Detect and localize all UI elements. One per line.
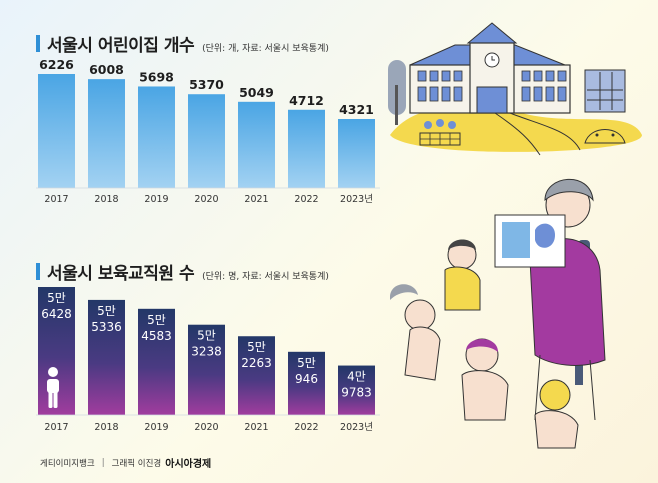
chart2-value-label: 5만 <box>297 356 316 370</box>
footer: 게티이미지뱅크 | 그래픽 이진경 아시아경제 <box>40 455 212 471</box>
chart1-category-label: 2017 <box>44 194 68 205</box>
chart2-value-label: 5만 <box>47 291 66 305</box>
chart2-value-label: 4만 <box>347 370 366 384</box>
chart2-category-label: 2017 <box>44 422 68 433</box>
chart1-bar <box>88 79 125 188</box>
chart1-bar <box>188 94 225 188</box>
chart2-value-label: 2263 <box>241 356 272 370</box>
chart2-value-label: 4583 <box>141 329 172 343</box>
chart2-bar <box>138 308 175 415</box>
person-icon <box>47 367 59 408</box>
chart1-value-label: 5049 <box>239 85 274 100</box>
footer-source: 게티이미지뱅크 <box>40 458 95 469</box>
chart2-category-label: 2020 <box>194 422 218 433</box>
chart2-category-label: 2023년 <box>340 422 373 433</box>
chart1-bar <box>38 74 75 188</box>
chart1-subtitle: (단위: 개, 자료: 서울시 보육통계) <box>202 44 329 54</box>
chart1-category-label: 2019 <box>144 194 168 205</box>
chart1-value-label: 6008 <box>89 62 124 77</box>
title-accent-bar <box>36 263 40 280</box>
chart2-title-block: 서울시 보육교직원 수 (단위: 명, 자료: 서울시 보육통계) <box>36 259 329 284</box>
chart1-category-label: 2020 <box>194 194 218 205</box>
chart2-value-label: 946 <box>295 372 318 386</box>
chart1-category-label: 2022 <box>294 194 318 205</box>
chart2-bar <box>338 365 375 415</box>
chart1-value-label: 4321 <box>339 102 374 117</box>
chart1-category-label: 2023년 <box>340 194 373 205</box>
chart2-value-label: 5만 <box>197 329 216 343</box>
chart2-bar <box>238 336 275 415</box>
chart2-value-label: 5만 <box>147 313 166 327</box>
chart1-title: 서울시 어린이집 개수 <box>47 36 195 56</box>
title-accent-bar <box>36 35 40 52</box>
chart2-value-label: 5만 <box>247 340 266 354</box>
footer-credit: 그래픽 이진경 <box>111 458 162 469</box>
chart1-bar <box>238 101 275 188</box>
chart2-subtitle: (단위: 명, 자료: 서울시 보육통계) <box>202 272 329 282</box>
teacher-reading-illustration <box>390 178 606 449</box>
chart2-value-label: 6428 <box>41 307 72 321</box>
chart1-category-label: 2021 <box>244 194 268 205</box>
school-building-illustration <box>388 22 642 156</box>
chart2-category-label: 2022 <box>294 422 318 433</box>
chart1-bar <box>138 86 175 188</box>
chart2-title: 서울시 보육교직원 수 <box>47 264 195 284</box>
chart1-category-label: 2018 <box>94 194 118 205</box>
chart1-bar <box>288 109 325 188</box>
chart2-value-label: 3238 <box>191 345 222 359</box>
chart2-category-label: 2019 <box>144 422 168 433</box>
chart2-value-label: 5336 <box>91 320 122 334</box>
chart2-bar <box>88 299 125 415</box>
chart2-bar <box>188 324 225 415</box>
chart1-value-label: 5698 <box>139 69 174 84</box>
chart2-value-label: 5만 <box>97 304 116 318</box>
chart2-bar <box>288 351 325 415</box>
footer-separator: | <box>101 457 105 468</box>
chart2-category-label: 2021 <box>244 422 268 433</box>
chart1-value-label: 4712 <box>289 93 324 108</box>
chart1-title-block: 서울시 어린이집 개수 (단위: 개, 자료: 서울시 보육통계) <box>36 31 329 56</box>
chart1-value-label: 5370 <box>189 77 224 92</box>
footer-brand-logo: 아시아경제 <box>165 459 212 470</box>
chart1-bar <box>338 119 375 188</box>
chart2-category-label: 2018 <box>94 422 118 433</box>
chart1-value-label: 6226 <box>39 57 74 72</box>
chart2-value-label: 9783 <box>341 386 372 400</box>
